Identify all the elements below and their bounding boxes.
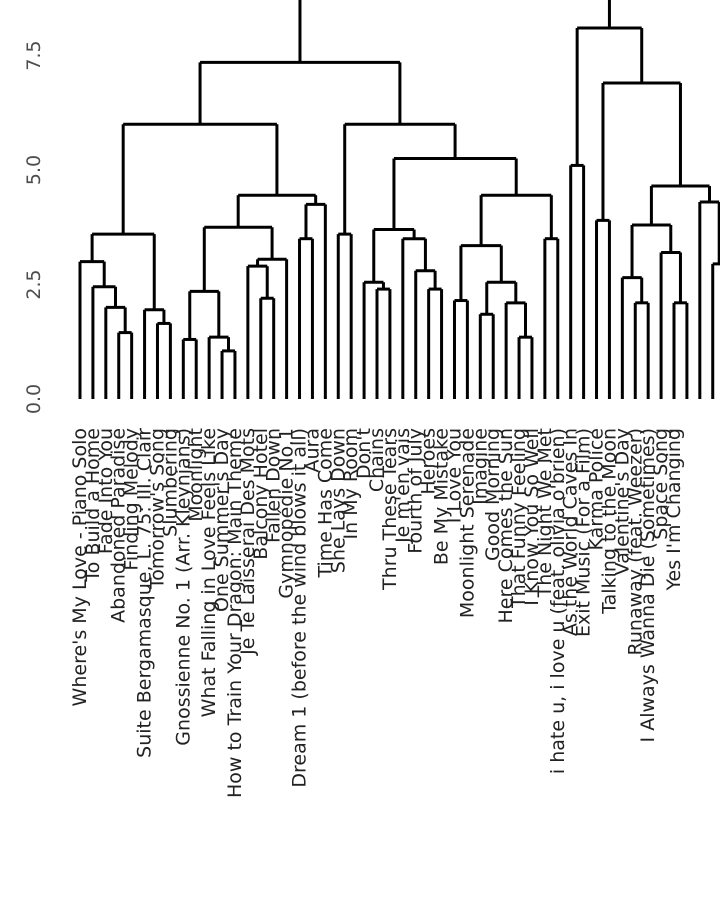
y-tick-label: 2.5 [23, 269, 45, 299]
leaf-label: Fade Into You [95, 428, 117, 554]
leaf-label: Here Comes the Sun [495, 428, 517, 624]
leaf-label: Valentine's Day [611, 428, 633, 575]
leaf-label: She Lays Down [327, 428, 349, 573]
leaf-label: Be My Mistake [431, 428, 453, 565]
leaf-label: Don't [353, 428, 375, 479]
leaf-label: Balcony Hotel [250, 428, 272, 560]
y-axis: 0.0 2.5 5.0 7.5 [23, 40, 45, 414]
leaf-label: Suite Bergamasque, L. 75: III. Clair [134, 428, 156, 758]
leaf-label: Fallen Down [263, 428, 285, 543]
leaf-label: I Know You So Well [521, 428, 543, 606]
leaf-label: Abandoned Paradise [108, 428, 130, 623]
leaf-label: Gymnopédie No.1 [276, 428, 298, 599]
leaf-label: To Build a Home [82, 428, 104, 583]
dendrogram-branches [78, 0, 720, 399]
leaf-label: Good Morning [482, 428, 504, 561]
leaf-label: What Falling in Love Feels Like [198, 428, 220, 717]
leaf-label: Chains [366, 428, 388, 492]
leaf-label: Imagine [469, 428, 491, 505]
leaf-label: Moonlight [185, 428, 207, 522]
leaf-label: I Love You [443, 428, 465, 523]
leaf-label: Je Te Laisserai Des Mots [237, 428, 259, 656]
leaf-label: Slumbering [159, 428, 181, 537]
leaf-label: Exit Music (For a Film) [573, 428, 595, 637]
leaf-label: One Summer's Day [211, 428, 233, 612]
leaf-label: The Night We Met [534, 428, 556, 598]
leaf-label: How to Train Your Dragon: Main Theme [224, 428, 246, 798]
leaf-label: Talking to the Moon [598, 428, 620, 615]
leaf-label: Karma Police [586, 428, 608, 551]
leaf-label: Fourth of July [405, 428, 427, 554]
leaf-label: Runaway (feat. Weezer) [624, 428, 646, 655]
leaf-label: In My Room [340, 428, 362, 539]
leaf-label: Moonlight Serenade [456, 428, 478, 618]
leaf-label: Heroes [418, 428, 440, 495]
y-tick-label: 5.0 [23, 155, 45, 185]
leaf-label: Aura [301, 428, 323, 473]
leaf-label: As the World Caves In [560, 428, 582, 636]
leaf-label: Tomorrow's Song [146, 428, 168, 590]
leaf-label: Je m'en vais [392, 428, 414, 544]
leaf-label: Space Song [650, 428, 672, 540]
leaf-label: Gnossienne No. 1 (Arr. Kleynjans) [172, 428, 194, 746]
leaf-label: That Funny Feeling [508, 428, 530, 609]
leaf-label: Yes I'm Changing [663, 428, 685, 592]
y-tick-label: 0.0 [23, 384, 45, 414]
leaf-label: I Always Wanna Die (Sometimes) [637, 428, 659, 742]
leaf-label: Where's My Love - Piano Solo [69, 428, 91, 706]
leaf-label: i hate u, i love u (feat. olivia o'brien… [547, 428, 569, 774]
leaf-label: Time Has Come [314, 428, 336, 579]
leaf-label: Thru These Tears [379, 428, 401, 591]
leaf-label: Dream 1 (before the wind blows it all) [289, 428, 311, 788]
leaf-label: Finding Melody [121, 428, 143, 571]
y-tick-label: 7.5 [23, 40, 45, 70]
